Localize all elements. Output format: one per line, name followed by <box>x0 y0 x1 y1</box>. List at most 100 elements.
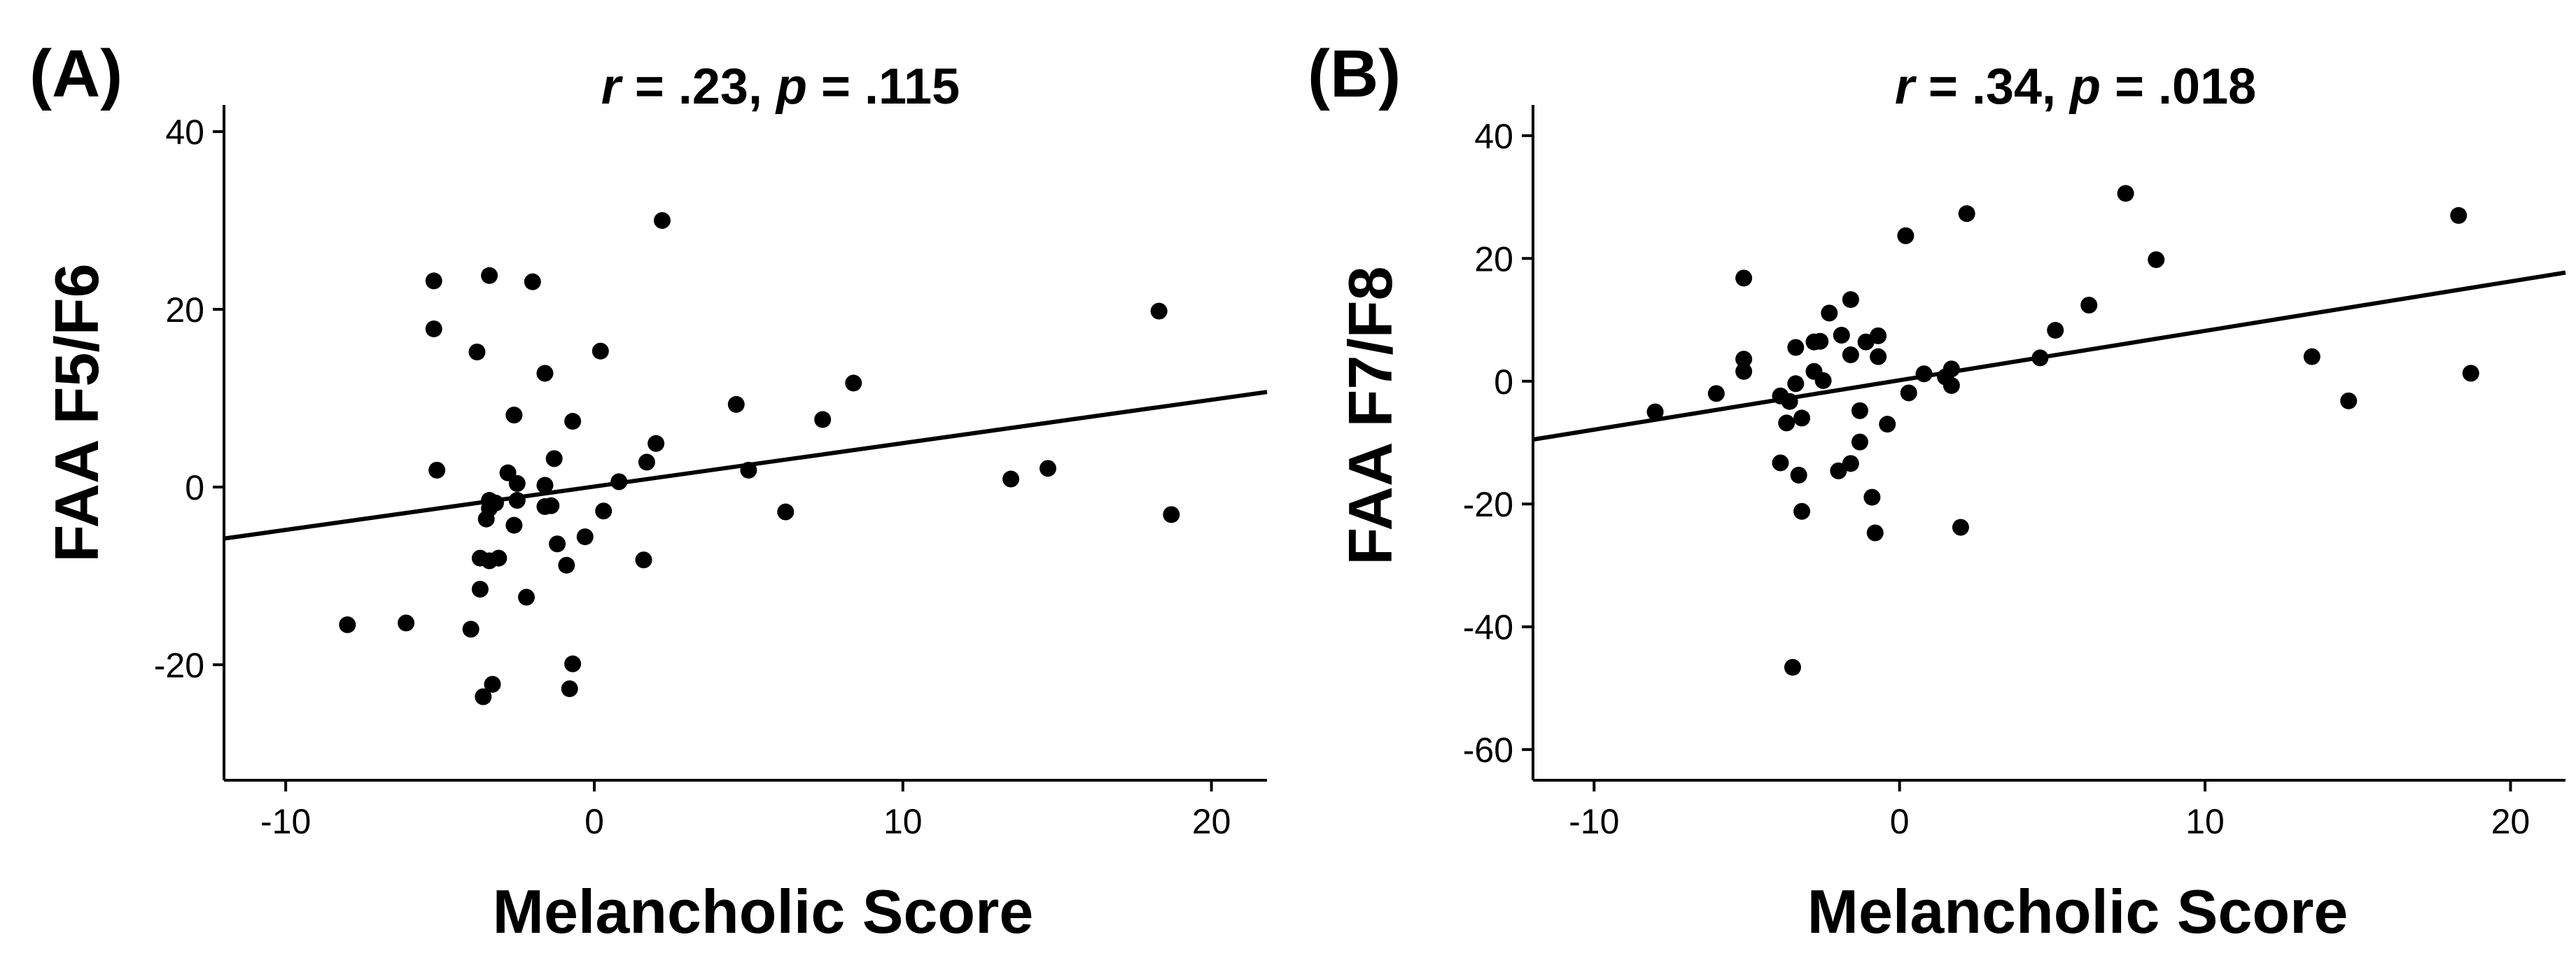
y-tick-label: 20 <box>165 290 204 330</box>
data-point <box>595 502 612 520</box>
data-point <box>1735 362 1753 380</box>
data-point <box>398 614 415 632</box>
data-point <box>1787 375 1805 393</box>
data-point <box>653 212 671 230</box>
y-tick-label: 0 <box>185 468 204 507</box>
data-point <box>1772 454 1789 472</box>
data-point <box>549 535 566 553</box>
r-value: = .34, <box>1914 59 2070 115</box>
panel-label: (B) <box>1308 36 1401 111</box>
x-tick-label: 0 <box>1890 802 1910 841</box>
data-point <box>1833 326 1850 344</box>
data-point <box>1851 402 1868 419</box>
r-value: = .23, <box>621 59 776 115</box>
data-point <box>564 413 582 430</box>
data-point <box>845 374 862 392</box>
r-symbol: r <box>1895 59 1917 115</box>
y-axis-title: FAA F5/F6 <box>42 263 111 562</box>
chart-title: r = .23, p = .115 <box>601 59 960 115</box>
x-tick-label: -10 <box>1569 802 1619 841</box>
data-point <box>1707 385 1725 402</box>
y-tick-label: -60 <box>1463 731 1513 770</box>
data-point <box>1163 506 1180 523</box>
chart-title: r = .34, p = .018 <box>1895 59 2256 115</box>
data-point <box>1897 227 1914 244</box>
data-point <box>484 675 501 693</box>
y-tick-label: 40 <box>1474 117 1513 156</box>
data-point <box>777 503 794 521</box>
y-tick-label: -40 <box>1463 608 1513 647</box>
data-point <box>2080 296 2098 314</box>
data-point <box>1821 304 1838 322</box>
regression-line <box>1532 270 2566 442</box>
data-point <box>524 273 541 290</box>
data-point <box>1851 433 1868 451</box>
data-point <box>475 688 492 705</box>
data-point <box>1942 360 1960 378</box>
data-point <box>1842 455 1859 472</box>
data-point <box>740 461 757 479</box>
data-point <box>1952 519 1969 536</box>
data-point <box>1787 339 1805 356</box>
data-point <box>727 395 745 413</box>
x-tick-label: 0 <box>584 802 604 841</box>
data-point <box>2031 349 2049 367</box>
data-point <box>425 320 442 337</box>
data-point <box>1879 416 1896 433</box>
data-point <box>505 407 523 424</box>
data-point <box>638 453 655 471</box>
data-point <box>2462 365 2479 382</box>
data-point <box>536 477 554 494</box>
data-point <box>508 492 526 509</box>
data-point <box>648 435 665 452</box>
data-point <box>542 497 560 514</box>
p-value: = .115 <box>807 59 960 115</box>
p-symbol: p <box>775 59 807 115</box>
y-tick-label: -20 <box>154 646 204 685</box>
panel-a: (A) r = .23, p = .115 Melancholic Score … <box>29 36 1268 946</box>
data-point <box>1646 403 1664 421</box>
y-tick-label: 40 <box>165 113 204 152</box>
data-point <box>1781 393 1798 410</box>
data-point <box>490 549 507 567</box>
data-point <box>545 450 563 467</box>
r-symbol: r <box>601 59 624 115</box>
data-point <box>635 551 652 569</box>
data-point <box>1863 488 1881 506</box>
x-tick-label: 20 <box>1192 802 1231 841</box>
y-tick-label: 20 <box>1474 239 1513 279</box>
data-point <box>1784 658 1801 676</box>
x-axis-title: Melancholic Score <box>1807 877 2348 946</box>
data-point <box>1814 372 1832 389</box>
x-tick-label: -10 <box>260 802 311 841</box>
data-point <box>471 581 489 598</box>
x-tick-label: 20 <box>2491 802 2530 841</box>
p-symbol: p <box>2068 59 2101 115</box>
data-point <box>1040 460 1057 477</box>
data-point <box>486 494 504 512</box>
data-point <box>1900 384 1917 402</box>
data-point <box>2148 251 2165 269</box>
data-point <box>1842 291 1859 309</box>
data-point <box>1870 348 1887 365</box>
data-point <box>2450 206 2468 224</box>
data-point <box>1942 376 1960 394</box>
data-point <box>425 272 442 290</box>
data-point <box>428 461 446 479</box>
y-axis-title: FAA F7/F8 <box>1336 266 1405 565</box>
data-point <box>1778 414 1795 432</box>
data-point <box>468 343 486 360</box>
data-point <box>558 556 575 574</box>
data-point <box>814 411 832 428</box>
data-point <box>1735 269 1753 287</box>
data-point <box>1842 346 1859 364</box>
y-tick-label: 0 <box>1494 362 1513 402</box>
data-point <box>1866 524 1884 542</box>
data-point <box>2117 185 2134 202</box>
data-point <box>1793 502 1811 520</box>
data-point <box>576 528 594 546</box>
x-tick-label: 10 <box>883 802 923 841</box>
p-value: = .018 <box>2101 59 2256 115</box>
